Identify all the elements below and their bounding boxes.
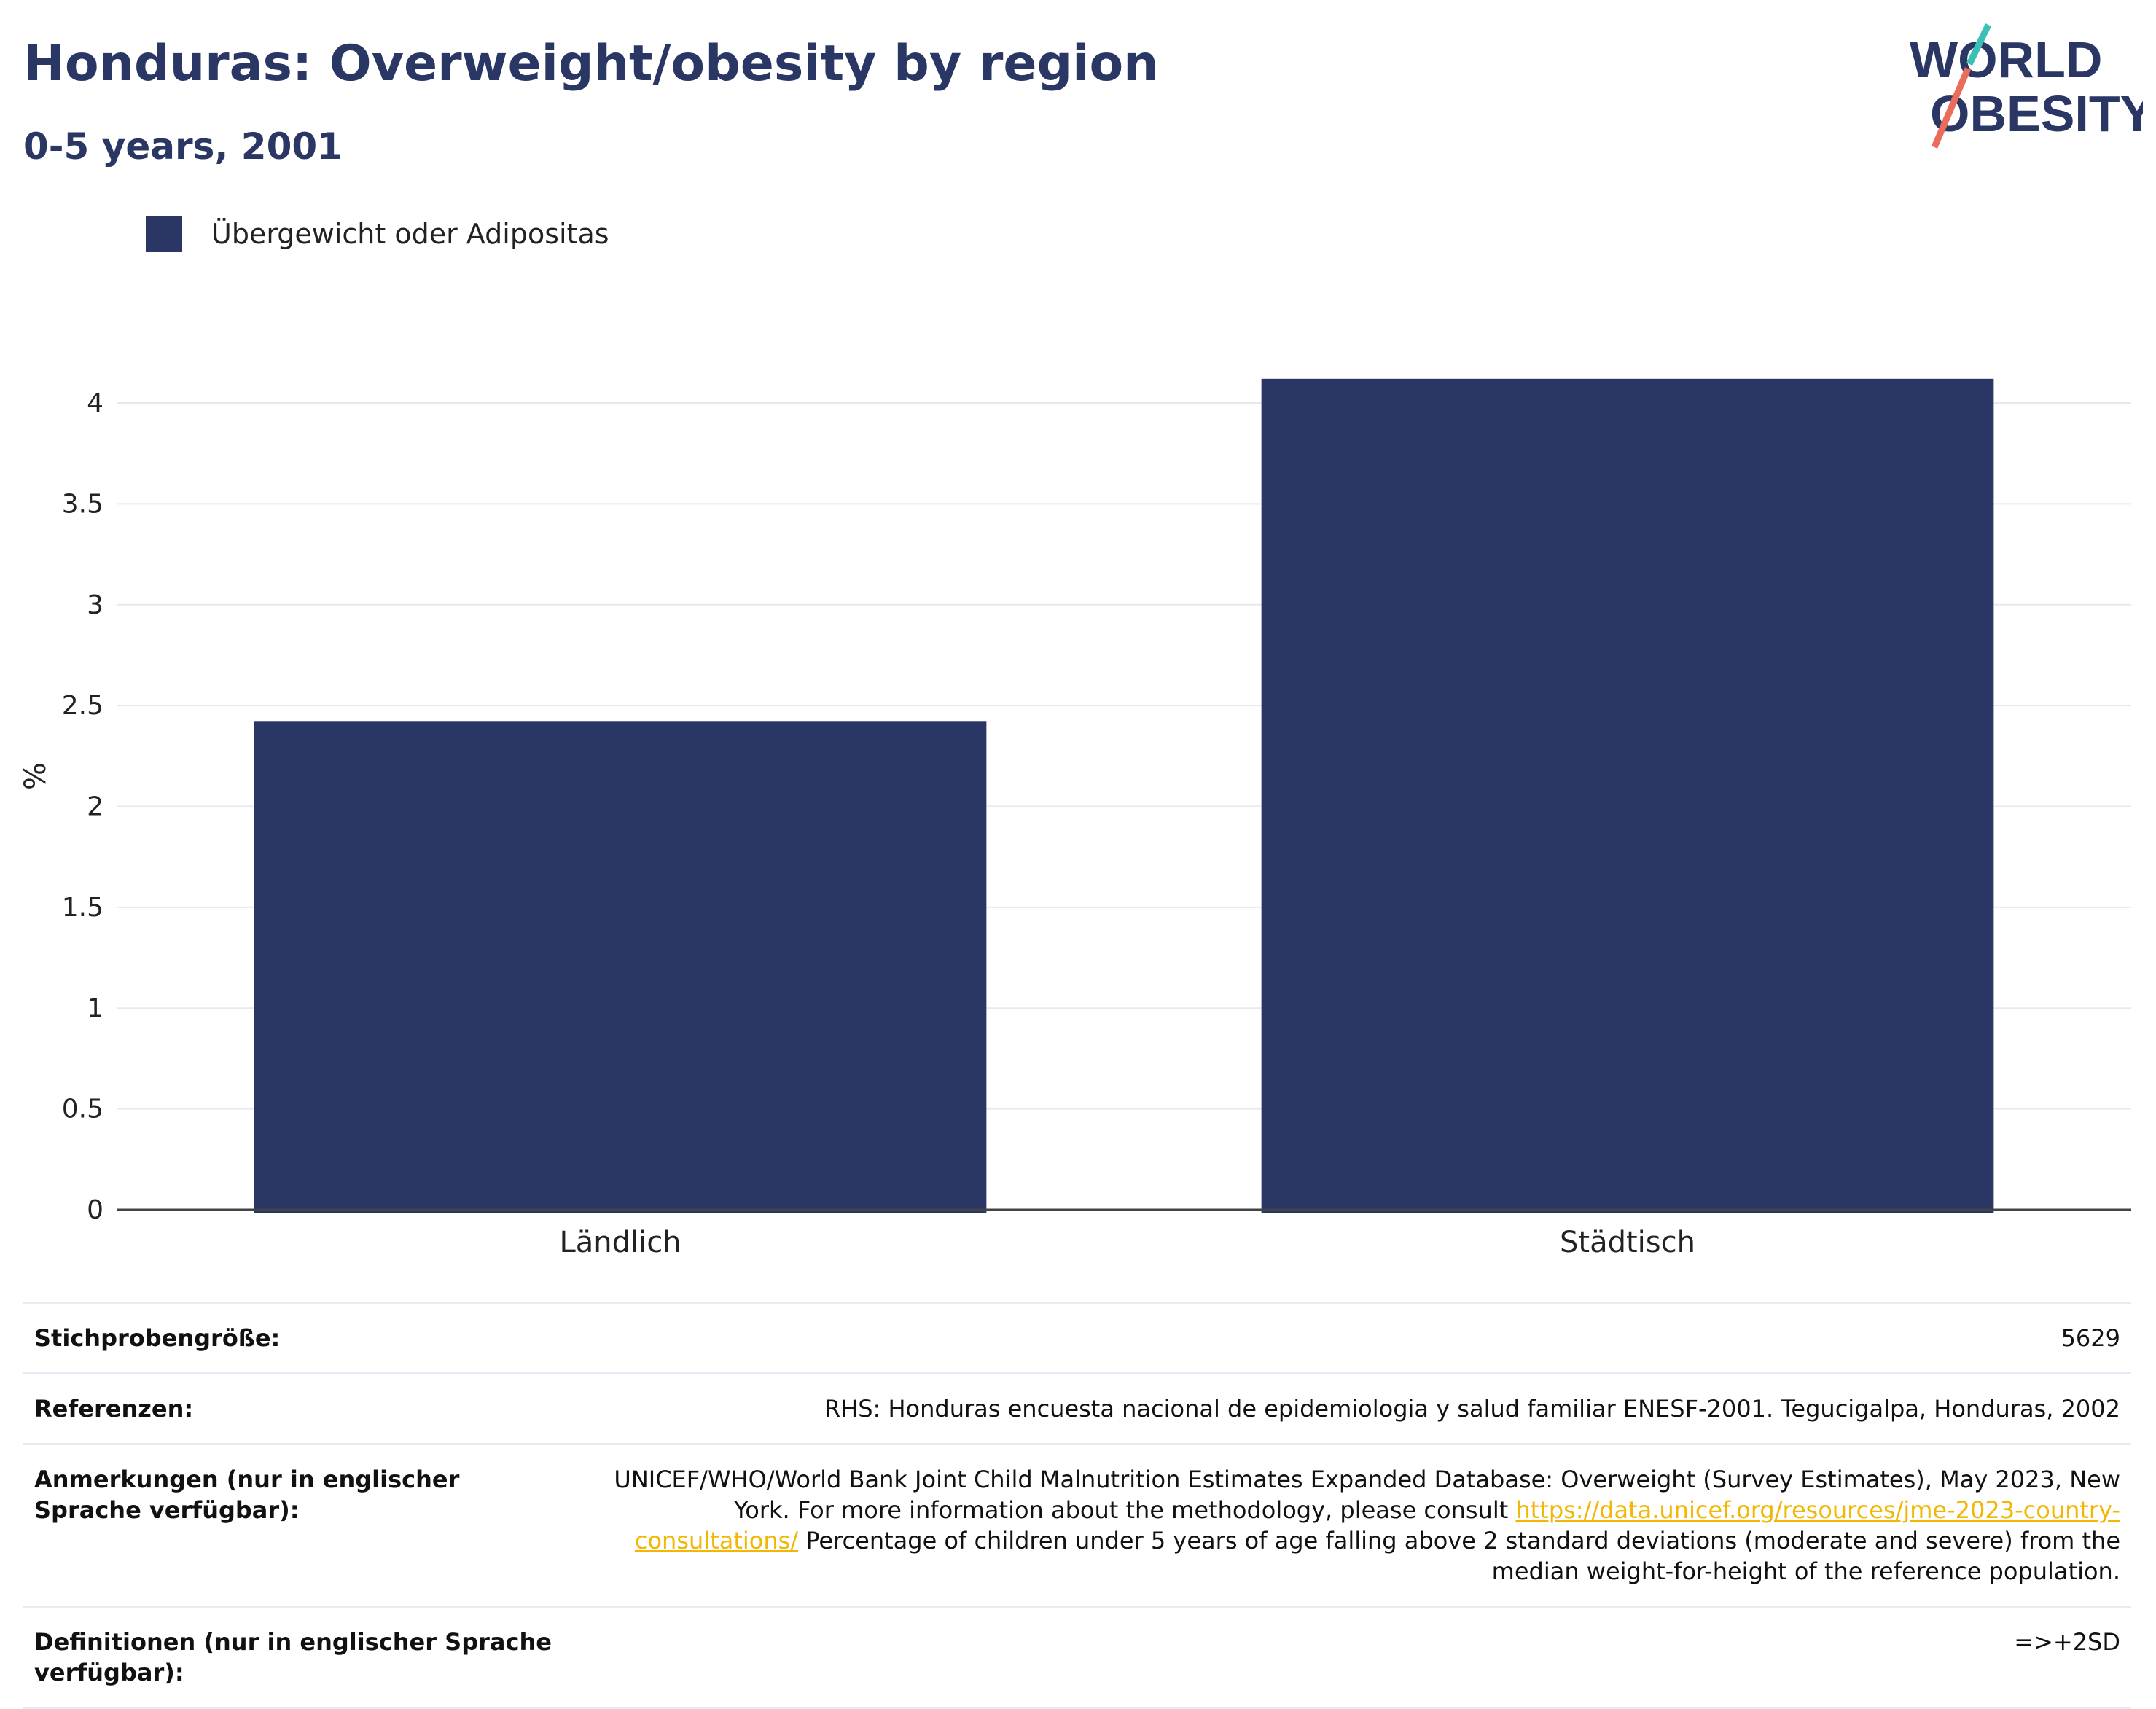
legend-label[interactable]: Übergewicht oder Adipositas bbox=[211, 218, 609, 250]
y-tick-label: 2.5 bbox=[62, 691, 103, 721]
bar-chart: 0 0.5 1 1.5 2 2.5 3 3.5 4 Ländlich Städtisch % bbox=[19, 378, 2131, 1259]
notes-label: Anmerkungen (nur in englischer Sprache v… bbox=[34, 1466, 460, 1524]
y-tick-label: 3.5 bbox=[62, 489, 103, 519]
metadata-table: Stichprobengröße: 5629 Referenzen: RHS: … bbox=[23, 1302, 2131, 1709]
logo-line-2: OBESITY bbox=[1930, 85, 2143, 142]
y-tick-label: 2 bbox=[87, 792, 103, 822]
category-label: Städtisch bbox=[1560, 1226, 1695, 1259]
references-label: Referenzen: bbox=[34, 1395, 194, 1423]
sample-size-label: Stichprobengröße: bbox=[34, 1324, 281, 1352]
notes-value: UNICEF/WHO/World Bank Joint Child Malnut… bbox=[570, 1444, 2131, 1607]
y-tick-label: 0 bbox=[87, 1195, 103, 1225]
y-tick-label: 0.5 bbox=[62, 1095, 103, 1125]
notes-text-before: UNICEF/WHO/World Bank Joint Child Malnut… bbox=[614, 1466, 2120, 1524]
table-row: Anmerkungen (nur in englischer Sprache v… bbox=[23, 1444, 2131, 1607]
notes-text-after: Percentage of children under 5 years of … bbox=[798, 1527, 2120, 1585]
y-tick-label: 4 bbox=[87, 388, 103, 418]
table-row: Stichprobengröße: 5629 bbox=[23, 1302, 2131, 1374]
logo-line-1: WORLD bbox=[1910, 31, 2102, 88]
chart-legend: Übergewicht oder Adipositas bbox=[146, 216, 609, 252]
bar-1[interactable] bbox=[1261, 378, 1994, 1213]
y-tick-label: 3 bbox=[87, 590, 103, 620]
bars bbox=[254, 378, 1994, 1213]
definitions-label: Definitionen (nur in englischer Sprache … bbox=[34, 1628, 552, 1686]
category-labels: Ländlich Städtisch bbox=[559, 1226, 1695, 1259]
y-tick-label: 1.5 bbox=[62, 893, 103, 923]
logo-slash-teal bbox=[1966, 23, 1992, 66]
legend-swatch[interactable] bbox=[146, 216, 182, 252]
y-tick-labels: 0 0.5 1 1.5 2 2.5 3 3.5 4 bbox=[62, 388, 103, 1225]
world-obesity-logo[interactable]: WORLD OBESITY bbox=[1895, 22, 2143, 153]
y-tick-label: 1 bbox=[87, 993, 103, 1023]
references-value: RHS: Honduras encuesta nacional de epide… bbox=[824, 1395, 2120, 1423]
definitions-value: =>+2SD bbox=[2014, 1628, 2120, 1656]
bar-0[interactable] bbox=[254, 721, 987, 1213]
y-axis-title: % bbox=[19, 762, 52, 790]
logo-slash-coral bbox=[1931, 67, 1972, 149]
table-row: Definitionen (nur in englischer Sprache … bbox=[23, 1606, 2131, 1708]
notes-link[interactable]: https://data.unicef.org/resources/jme-20… bbox=[634, 1496, 2120, 1554]
category-label: Ländlich bbox=[559, 1226, 681, 1259]
sample-size-value: 5629 bbox=[2061, 1324, 2120, 1352]
table-row: Referenzen: RHS: Honduras encuesta nacio… bbox=[23, 1373, 2131, 1444]
chart-subtitle: 0-5 years, 2001 bbox=[23, 125, 343, 168]
chart-title: Honduras: Overweight/obesity by region bbox=[23, 35, 1159, 93]
